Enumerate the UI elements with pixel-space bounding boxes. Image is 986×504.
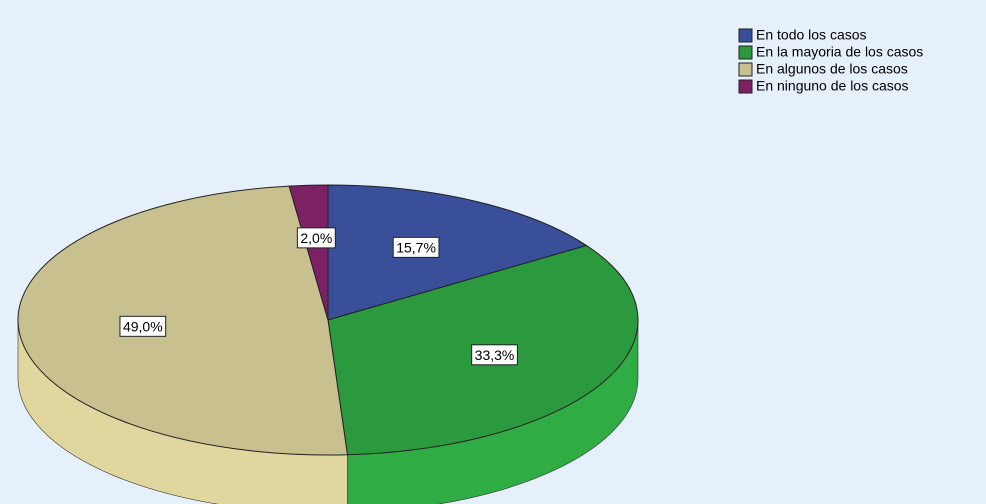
legend-swatch [738, 79, 753, 94]
pie-slice [288, 184, 329, 321]
pie-tops [17, 184, 639, 456]
data-label-box [471, 344, 518, 366]
legend-label: En todo los casos [756, 27, 867, 43]
data-label: 49,0% [123, 318, 163, 334]
data-label-box [296, 227, 336, 249]
data-label-box [119, 315, 167, 337]
data-label: 2,0% [300, 230, 332, 246]
pie-slice [17, 185, 349, 456]
data-label-box [392, 236, 440, 258]
legend-swatch [738, 28, 753, 43]
legend-label: En ninguno de los casos [756, 78, 909, 94]
legend-swatch [738, 62, 753, 77]
pie-slice [327, 184, 588, 321]
data-labels: 15,7% 33,3% 49,0% 2,0% [119, 227, 518, 366]
data-label: 33,3% [475, 347, 515, 363]
legend-swatch [738, 45, 753, 60]
data-label: 15,7% [396, 239, 436, 255]
legend-label: En la mayoria de los casos [756, 44, 923, 60]
legend-label: En algunos de los casos [756, 61, 908, 77]
